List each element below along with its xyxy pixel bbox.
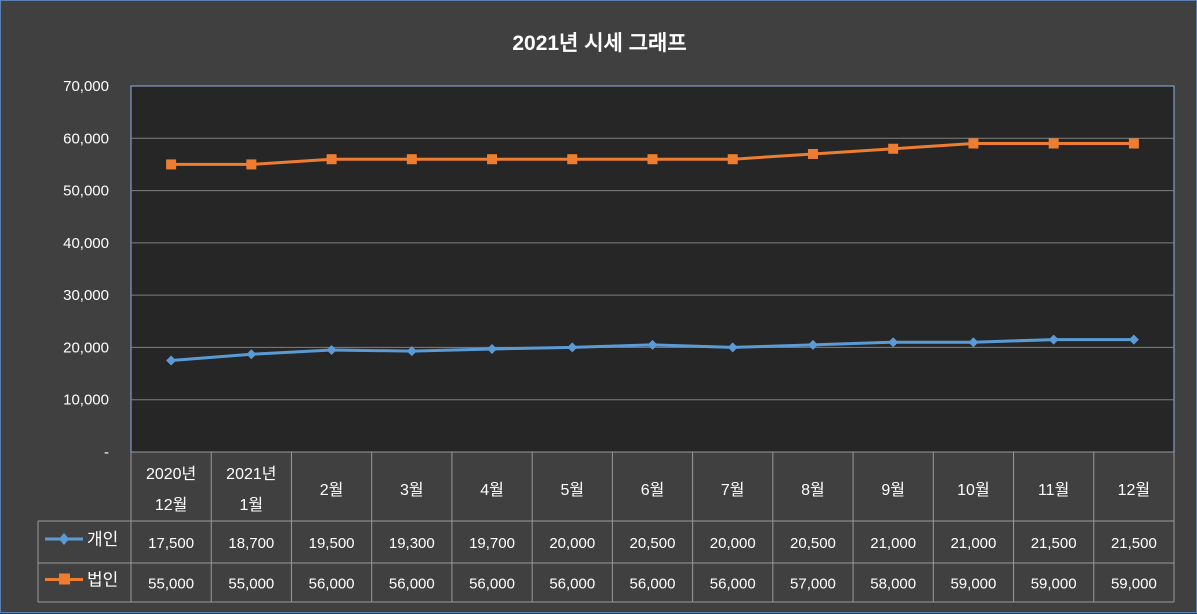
x-tick-label: 9월 bbox=[881, 481, 905, 499]
table-cell-value: 21,000 bbox=[870, 535, 916, 552]
y-tick-label: 10,000 bbox=[63, 392, 109, 409]
x-tick-label: 5월 bbox=[560, 481, 584, 499]
y-tick-label: - bbox=[104, 444, 109, 461]
x-tick-label: 12월 bbox=[155, 496, 188, 514]
table-cell-value: 20,000 bbox=[710, 535, 756, 552]
data-point-marker bbox=[727, 154, 738, 165]
x-tick-label: 10월 bbox=[957, 481, 990, 499]
plot-area bbox=[130, 85, 1175, 453]
table-cell-value: 21,500 bbox=[1111, 535, 1157, 552]
x-tick-label: 12월 bbox=[1118, 481, 1151, 499]
table-cell-value: 19,700 bbox=[469, 535, 515, 552]
x-tick-label: 11월 bbox=[1038, 481, 1069, 499]
data-point-marker bbox=[246, 159, 257, 170]
table-cell-value: 58,000 bbox=[870, 576, 916, 593]
data-point-marker bbox=[1048, 138, 1059, 149]
legend-key-marker bbox=[59, 573, 70, 585]
table-cell-value: 56,000 bbox=[630, 576, 676, 593]
table-cell-value: 19,300 bbox=[389, 535, 435, 552]
table-cell-value: 55,000 bbox=[148, 576, 194, 593]
data-point-marker bbox=[487, 343, 498, 354]
data-point-marker bbox=[727, 342, 738, 353]
data-point-marker bbox=[487, 154, 498, 165]
data-point-marker bbox=[326, 345, 337, 356]
data-point-marker bbox=[567, 342, 578, 353]
table-cell-value: 56,000 bbox=[469, 576, 515, 593]
data-point-marker bbox=[326, 154, 337, 165]
data-point-marker bbox=[807, 148, 818, 159]
table-cell-value: 21,500 bbox=[1031, 535, 1077, 552]
table-cell-value: 20,500 bbox=[630, 535, 676, 552]
table-cell-value: 56,000 bbox=[710, 576, 756, 593]
y-tick-label: 60,000 bbox=[63, 130, 109, 147]
data-point-marker bbox=[1128, 334, 1139, 345]
legend-label: 법인 bbox=[87, 571, 118, 590]
table-cell-value: 59,000 bbox=[950, 576, 996, 593]
y-tick-label: 20,000 bbox=[63, 339, 109, 356]
x-tick-label: 3월 bbox=[400, 481, 424, 499]
x-tick-label: 6월 bbox=[641, 481, 665, 499]
data-point-marker bbox=[888, 337, 899, 348]
table-cell-value: 56,000 bbox=[389, 576, 435, 593]
table-cell-value: 21,000 bbox=[950, 535, 996, 552]
data-point-marker bbox=[1128, 138, 1139, 149]
data-point-marker bbox=[406, 154, 417, 165]
table-cell-value: 57,000 bbox=[790, 576, 836, 593]
x-tick-label: 8월 bbox=[801, 481, 825, 499]
data-point-marker bbox=[567, 154, 578, 165]
data-point-marker bbox=[647, 154, 658, 165]
data-point-marker bbox=[1048, 334, 1059, 345]
data-point-marker bbox=[166, 355, 177, 366]
y-tick-label: 70,000 bbox=[63, 78, 109, 95]
table-cell-value: 20,000 bbox=[549, 535, 595, 552]
x-tick-label: 1월 bbox=[240, 496, 264, 514]
table-cell-value: 56,000 bbox=[549, 576, 595, 593]
y-tick-label: 40,000 bbox=[63, 235, 109, 252]
table-cell-value: 55,000 bbox=[228, 576, 274, 593]
legend-key-marker bbox=[59, 533, 69, 545]
table-cell-value: 56,000 bbox=[309, 576, 355, 593]
y-tick-label: 50,000 bbox=[63, 183, 109, 200]
data-point-marker bbox=[406, 346, 417, 357]
table-cell-value: 59,000 bbox=[1031, 576, 1077, 593]
x-tick-label: 2021년 bbox=[226, 465, 276, 483]
x-tick-label: 2020년 bbox=[146, 465, 196, 483]
table-cell-value: 20,500 bbox=[790, 535, 836, 552]
chart-title: 2021년 시세 그래프 bbox=[512, 32, 687, 55]
table-cell-value: 18,700 bbox=[228, 535, 274, 552]
table-cell-value: 59,000 bbox=[1111, 576, 1157, 593]
data-point-marker bbox=[968, 138, 979, 149]
table-cell-value: 17,500 bbox=[148, 535, 194, 552]
data-point-marker bbox=[647, 339, 658, 350]
x-tick-label: 4월 bbox=[480, 481, 504, 499]
x-tick-label: 7월 bbox=[721, 481, 745, 499]
data-point-marker bbox=[888, 143, 899, 154]
x-tick-label: 2월 bbox=[320, 481, 344, 499]
legend-label: 개인 bbox=[87, 530, 118, 549]
data-point-marker bbox=[807, 339, 818, 350]
data-point-marker bbox=[166, 159, 177, 170]
table-cell-value: 19,500 bbox=[309, 535, 355, 552]
data-point-marker bbox=[968, 337, 979, 348]
y-tick-label: 30,000 bbox=[63, 287, 109, 304]
data-point-marker bbox=[246, 349, 257, 360]
